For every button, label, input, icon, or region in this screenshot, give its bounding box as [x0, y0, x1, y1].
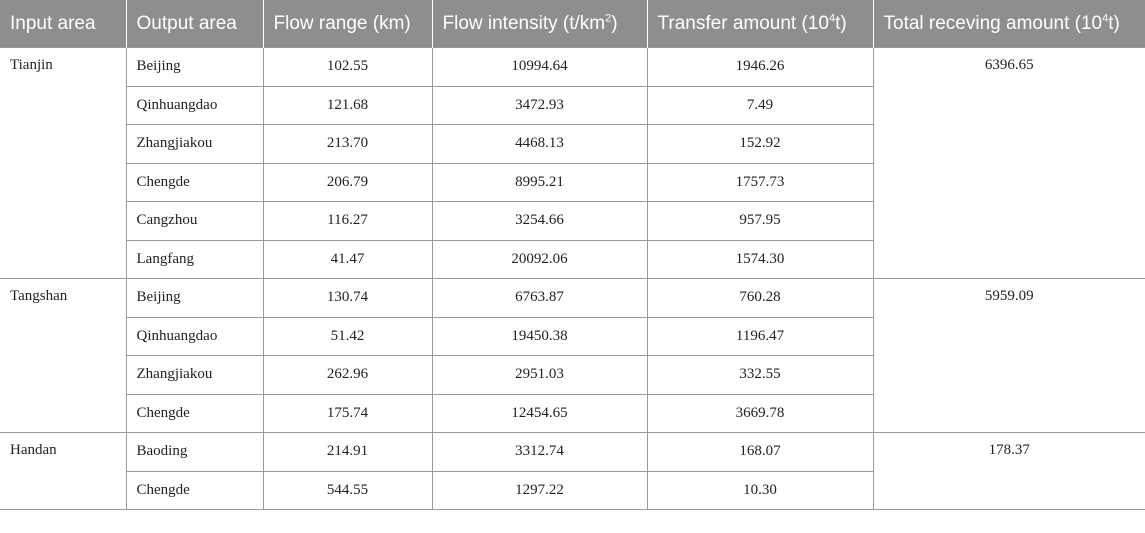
flow-intensity-cell: 10994.64	[431, 47, 648, 87]
transfer-amount-cell: 7.49	[646, 85, 873, 125]
flow-range-cell: 130.74	[262, 278, 433, 318]
flow-intensity-cell: 1297.22	[431, 470, 648, 510]
flow-intensity-cell: 6763.87	[431, 278, 648, 318]
table-row: Cangzhou 116.27 3254.66 957.95	[0, 201, 1145, 241]
output-area-cell: Beijing	[125, 278, 264, 318]
flow-intensity-cell: 20092.06	[431, 239, 648, 279]
table-body: Tianjin Beijing 102.55 10994.64 1946.26 6396.…	[0, 47, 1145, 510]
transfer-amount-cell: 760.28	[646, 278, 874, 318]
transfer-amount-cell: 10.30	[646, 470, 873, 510]
table-header: Input area Output area Flow range (km) F…	[0, 0, 1145, 48]
header-flow-range: Flow range (km)	[262, 0, 432, 48]
input-area-cell: Tangshan	[0, 278, 127, 433]
output-area-cell: Qinhuangdao	[126, 85, 264, 125]
flow-intensity-cell: 8995.21	[431, 162, 648, 202]
table-row: Chengde 175.74 12454.65 3669.78	[0, 393, 1145, 433]
flow-intensity-cell: 12454.65	[431, 393, 648, 433]
output-area-cell: Langfang	[126, 239, 264, 279]
transfer-amount-cell: 168.07	[646, 432, 874, 472]
table-row: Langfang 41.47 20092.06 1574.30	[0, 239, 1145, 279]
flow-intensity-cell: 4468.13	[431, 124, 648, 164]
flow-table: Input area Output area Flow range (km) F…	[0, 0, 1145, 510]
header-output-area: Output area	[125, 0, 263, 48]
transfer-amount-cell: 1946.26	[646, 47, 874, 87]
flow-range-cell: 544.55	[262, 470, 433, 510]
flow-range-cell: 213.70	[262, 124, 433, 164]
header-input-area: Input area	[0, 0, 126, 48]
output-area-cell: Chengde	[126, 470, 264, 510]
flow-intensity-cell: 2951.03	[431, 355, 648, 395]
flow-range-cell: 206.79	[262, 162, 433, 202]
flow-intensity-cell: 3472.93	[431, 85, 648, 125]
transfer-amount-cell: 1196.47	[646, 316, 873, 356]
table-row: Tangshan Beijing 130.74 6763.87 760.28 5959.0…	[0, 278, 1145, 433]
flow-range-cell: 51.42	[262, 316, 433, 356]
flow-intensity-cell: 19450.38	[431, 316, 648, 356]
output-area-cell: Zhangjiakou	[126, 355, 264, 395]
flow-intensity-cell: 3254.66	[431, 201, 648, 241]
flow-range-cell: 262.96	[262, 355, 433, 395]
table-row: Tianjin Beijing 102.55 10994.64 1946.26 6396.…	[0, 47, 1145, 279]
flow-range-cell: 214.91	[262, 432, 433, 472]
transfer-amount-cell: 1574.30	[646, 239, 873, 279]
flow-range-cell: 175.74	[262, 393, 433, 433]
output-area-cell: Baoding	[125, 432, 264, 472]
transfer-amount-cell: 957.95	[646, 201, 873, 241]
output-area-cell: Qinhuangdao	[126, 316, 264, 356]
transfer-amount-cell: 3669.78	[646, 393, 873, 433]
header-total-receiving-amount: Total receving amount (104t)	[872, 0, 1145, 48]
flow-range-cell: 102.55	[262, 47, 433, 87]
total-receiving-cell: 5959.09	[872, 278, 1145, 433]
transfer-amount-cell: 1757.73	[646, 162, 873, 202]
table-row: Handan Baoding 214.91 3312.74 168.07 178.37	[0, 432, 1145, 510]
header-row: Input area Output area Flow range (km) F…	[0, 0, 1145, 48]
input-area-cell: Tianjin	[0, 47, 127, 279]
output-area-cell: Chengde	[126, 162, 264, 202]
header-flow-intensity: Flow intensity (t/km2)	[431, 0, 647, 48]
total-receiving-cell: 6396.65	[872, 47, 1145, 279]
output-area-cell: Chengde	[126, 393, 264, 433]
output-area-cell: Zhangjiakou	[126, 124, 264, 164]
table-row: Qinhuangdao 121.68 3472.93 7.49	[0, 85, 1145, 125]
transfer-amount-cell: 332.55	[646, 355, 873, 395]
flow-range-cell: 116.27	[262, 201, 433, 241]
header-transfer-amount: Transfer amount (104t)	[646, 0, 873, 48]
table-row: Chengde 206.79 8995.21 1757.73	[0, 162, 1145, 202]
output-area-cell: Beijing	[125, 47, 264, 87]
output-area-cell: Cangzhou	[126, 201, 264, 241]
total-receiving-cell: 178.37	[872, 432, 1145, 510]
input-area-cell: Handan	[0, 432, 127, 510]
flow-intensity-cell: 3312.74	[431, 432, 648, 472]
table-row: Zhangjiakou 213.70 4468.13 152.92	[0, 124, 1145, 164]
transfer-amount-cell: 152.92	[646, 124, 873, 164]
flow-range-cell: 41.47	[262, 239, 433, 279]
table-row: Chengde 544.55 1297.22 10.30	[0, 470, 1145, 510]
flow-range-cell: 121.68	[262, 85, 433, 125]
